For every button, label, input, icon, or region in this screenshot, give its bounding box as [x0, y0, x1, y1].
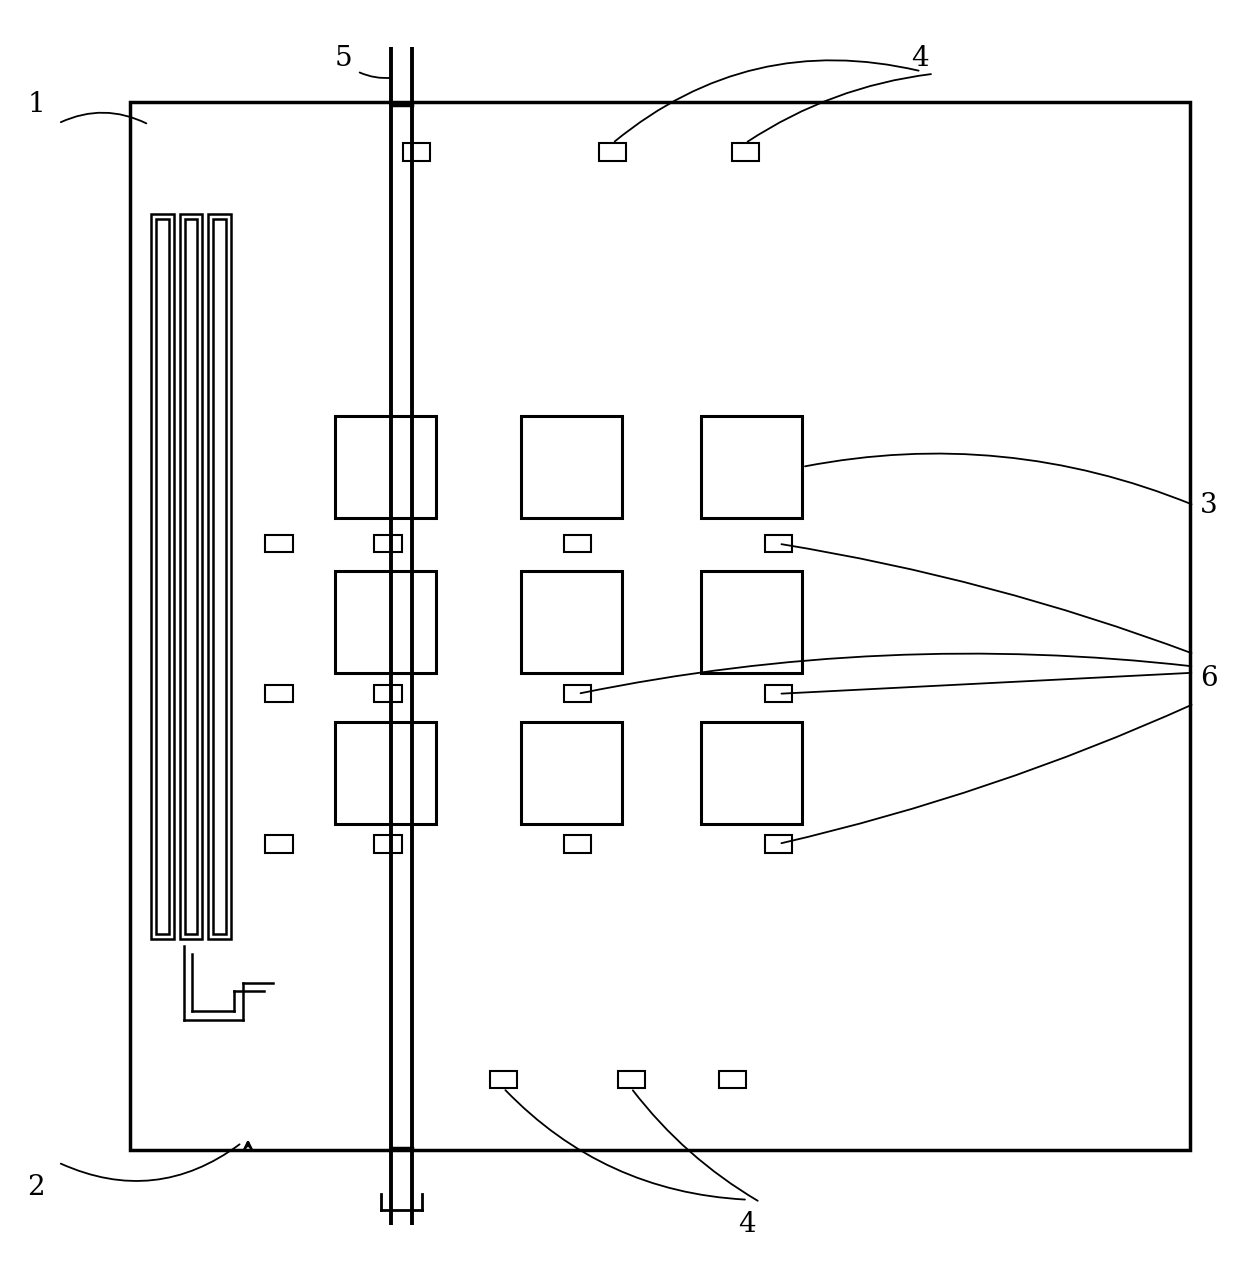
Bar [564, 835, 591, 853]
Bar [564, 685, 591, 703]
Bar [208, 214, 231, 939]
Bar [185, 219, 197, 934]
Bar [213, 219, 226, 934]
Bar [335, 416, 436, 517]
Bar [335, 571, 436, 672]
Bar [564, 535, 591, 553]
Text: 4: 4 [738, 1211, 755, 1238]
Text: 3: 3 [1200, 492, 1218, 519]
Bar [403, 144, 430, 160]
Bar [130, 102, 1190, 1150]
Bar [765, 685, 792, 703]
Bar [374, 835, 402, 853]
Bar [701, 416, 802, 517]
Bar [265, 835, 293, 853]
Bar [374, 535, 402, 553]
Bar [374, 685, 402, 703]
Bar [765, 835, 792, 853]
Text: 2: 2 [27, 1174, 45, 1201]
Bar [701, 571, 802, 672]
Bar [521, 571, 622, 672]
Bar [265, 685, 293, 703]
Text: 5: 5 [335, 46, 352, 72]
Bar [719, 1070, 746, 1088]
Bar [265, 535, 293, 553]
Bar [701, 722, 802, 824]
Bar [335, 722, 436, 824]
Text: 1: 1 [27, 92, 45, 118]
Text: 4: 4 [911, 46, 929, 72]
Bar [732, 144, 759, 160]
Bar [490, 1070, 517, 1088]
Bar [765, 535, 792, 553]
Bar [521, 722, 622, 824]
Text: 6: 6 [1200, 666, 1218, 693]
Bar [151, 214, 174, 939]
Bar [618, 1070, 645, 1088]
Bar [180, 214, 202, 939]
Bar [156, 219, 169, 934]
Bar [599, 144, 626, 160]
Bar [521, 416, 622, 517]
